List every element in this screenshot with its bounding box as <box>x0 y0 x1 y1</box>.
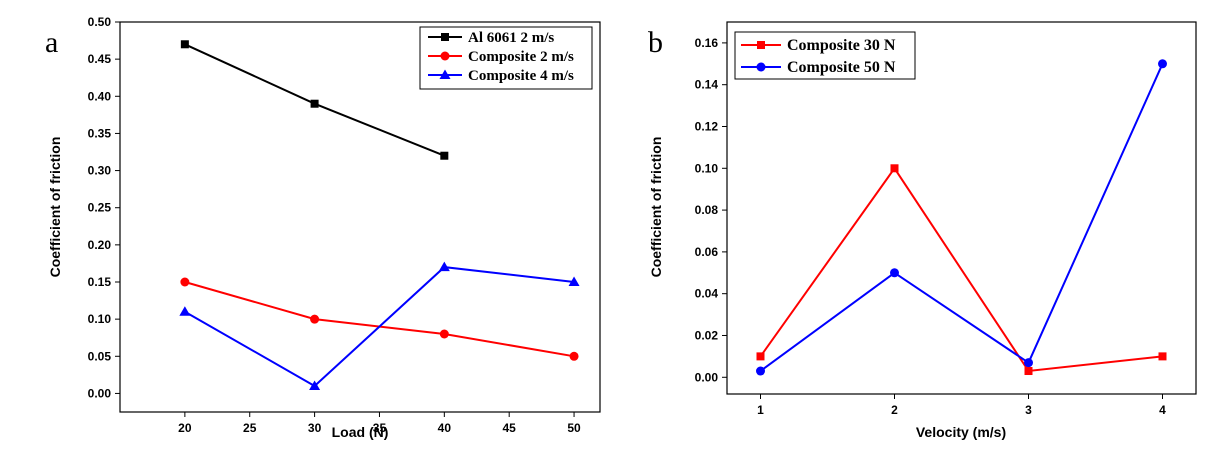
panel-a-x-tick-label: 40 <box>438 421 452 435</box>
panel-a-data-point <box>180 40 189 49</box>
panel-a-y-tick-label: 0.30 <box>88 164 112 178</box>
panel-a-chart: a 20 25 30 35 40 45 50 0.00 0.05 0.10 0.15 0.20 0.25… <box>45 15 601 440</box>
panel-a-legend-label: Composite 4 m/s <box>468 68 574 84</box>
panel-b-chart: b 1 2 3 4 0.00 0.02 0.04 0.06 0.08 0.10 0.12 0.14 0.… <box>648 21 1197 440</box>
panel-b-y-tick-label: 0.16 <box>695 36 719 50</box>
panel-a-letter: a <box>45 26 58 59</box>
panel-b-legend-label: Composite 30 N <box>787 37 896 54</box>
panel-a-legend: Al 6061 2 m/s Composite 2 m/s Composite 4 … <box>419 26 593 90</box>
panel-b-x-tick-label: 4 <box>1159 403 1166 417</box>
panel-b-data-point <box>756 352 765 361</box>
panel-a-axes: 20 25 30 35 40 45 50 0.00 0.05 0.10 0.15 0.20 0.25 0.… <box>88 15 581 435</box>
panel-a-data-point <box>569 351 579 361</box>
panel-a-legend-marker <box>440 51 450 61</box>
panel-b-y-axis-title: Coefficient of friction <box>648 137 664 278</box>
panel-b-series-line-2 <box>759 63 1164 372</box>
panel-a-series-line-3 <box>184 266 575 388</box>
panel-a-plot-frame <box>119 21 601 413</box>
panel-a-y-tick-label: 0.10 <box>88 312 112 326</box>
panel-b-data-point <box>1158 352 1167 361</box>
panel-b-x-tick-label: 3 <box>1025 403 1032 417</box>
panel-a-y-tick-label: 0.15 <box>88 275 112 289</box>
panel-a-legend-marker <box>439 69 451 79</box>
panel-b-y-tick-label: 0.00 <box>695 370 719 384</box>
panel-a-data-point <box>309 380 321 390</box>
panel-b-y-tick-label: 0.06 <box>695 245 719 259</box>
panel-b-series <box>756 59 1167 376</box>
panel-a-x-tick-label: 30 <box>308 421 322 435</box>
panel-b-y-tick-label: 0.04 <box>695 287 719 301</box>
panel-a-y-tick-label: 0.35 <box>88 126 112 140</box>
panel-a-y-tick-label: 0.00 <box>88 386 112 400</box>
panel-b-data-point <box>1024 367 1033 376</box>
panel-a-x-tick-label: 45 <box>503 421 517 435</box>
panel-b-axes: 1 2 3 4 0.00 0.02 0.04 0.06 0.08 0.10 0.12 0.14 0.16 <box>695 36 1167 417</box>
panel-b-legend: Composite 30 N Composite 50 N <box>734 31 916 80</box>
panel-a-data-point <box>179 306 191 316</box>
panel-a-legend-marker <box>441 33 449 41</box>
panel-a-data-point <box>438 261 450 272</box>
panel-b-data-point <box>1024 358 1033 368</box>
panel-a-x-tick-label: 20 <box>178 421 192 435</box>
panel-b-data-point <box>756 366 765 376</box>
panel-b-series-line-1 <box>759 166 1163 373</box>
panel-b-data-point <box>1158 59 1167 69</box>
panel-a-x-tick-label: 35 <box>373 421 387 435</box>
panel-a-series <box>179 40 580 390</box>
panel-a-data-point <box>440 151 449 160</box>
panel-a-legend-label: Composite 2 m/s <box>468 49 574 65</box>
panel-b-x-tick-label: 1 <box>757 403 764 417</box>
panel-b-letter: b <box>648 26 663 59</box>
panel-a-x-tick-label: 25 <box>243 421 257 435</box>
panel-a-data-point <box>310 99 319 108</box>
panel-a-data-point <box>439 329 449 339</box>
panel-a-y-tick-label: 0.05 <box>88 349 112 363</box>
panel-a-x-tick-label: 50 <box>567 421 581 435</box>
panel-a-legend-label: Al 6061 2 m/s <box>468 30 554 46</box>
panel-b-y-tick-label: 0.10 <box>695 161 719 175</box>
panel-a-y-tick-label: 0.50 <box>88 15 112 29</box>
panel-a-y-tick-label: 0.20 <box>88 238 112 252</box>
panel-a-y-tick-label: 0.40 <box>88 89 112 103</box>
panel-b-legend-marker <box>757 41 765 49</box>
panel-a-y-axis-title: Coefficient of friction <box>47 137 63 278</box>
panel-b-plot-frame <box>726 21 1197 395</box>
panel-a-data-point <box>310 314 320 324</box>
panel-b-x-tick-label: 2 <box>891 403 898 417</box>
panel-b-legend-label: Composite 50 N <box>787 59 896 76</box>
panel-b-x-axis-title: Velocity (m/s) <box>916 424 1006 440</box>
panel-b-legend-marker <box>756 62 766 72</box>
panel-b-y-tick-label: 0.14 <box>695 78 719 92</box>
panel-b-data-point <box>890 268 899 278</box>
panel-b-y-tick-label: 0.12 <box>695 119 719 133</box>
panel-a-y-tick-label: 0.25 <box>88 201 112 215</box>
panel-b-data-point <box>890 164 899 173</box>
panel-a-x-axis-title: Load (N) <box>332 424 389 440</box>
panel-b-legend-box <box>734 31 916 80</box>
panel-a-y-tick-label: 0.45 <box>88 52 112 66</box>
panel-b-y-tick-label: 0.08 <box>695 203 719 217</box>
panel-a-data-point <box>568 276 580 286</box>
panel-a-data-point <box>180 277 190 287</box>
panel-b-y-tick-label: 0.02 <box>695 328 719 342</box>
